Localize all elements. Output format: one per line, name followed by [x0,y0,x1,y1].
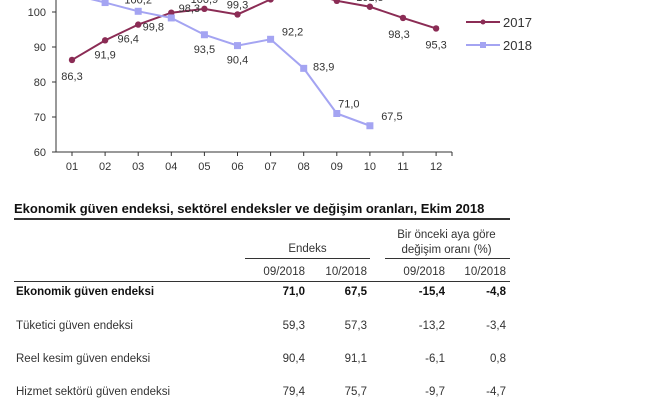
data-point-2018 [267,35,275,43]
cell-value: 59,3 [282,320,305,332]
data-point-2017 [333,0,340,4]
cell-value: -9,7 [425,386,445,398]
data-label: 100,2 [124,0,152,6]
x-tick-label: 06 [231,161,243,173]
cell-value: -3,4 [486,320,506,332]
x-tick-label: 11 [397,161,408,173]
data-label: 98,3 [179,3,200,15]
x-tick-label: 10 [364,161,376,173]
data-point-2018 [200,31,208,39]
cell-value: 90,4 [282,353,305,365]
row-label: Reel kesim güven endeksi [16,353,151,365]
data-label: 83,9 [313,61,334,73]
data-label: 90,4 [227,55,248,67]
y-tick-label: 70 [34,112,46,124]
column-header: 09/2018 [263,266,305,278]
data-label: 99,3 [227,0,248,11]
x-tick-label: 09 [331,161,343,173]
series-line-2017 [71,0,437,61]
data-label: 67,5 [381,111,402,123]
data-label: 95,3 [425,39,446,51]
cell-value: 91,1 [344,353,367,365]
series-line-2018 [90,0,371,127]
data-point-2017 [399,14,407,22]
data-point-2018 [366,122,374,130]
y-tick-label: 100 [28,7,46,19]
row-label: Hizmet sektörü güven endeksi [16,386,171,398]
data-point-2018 [234,42,241,50]
data-point-2018 [333,110,341,117]
line-chart: 60 70 80 90 100 01 02 03 04 05 06 07 08 09 10 11 12 86,3 9… [28,0,532,173]
group-header-change-2: değişim oranı (%) [401,244,492,256]
cell-value: -15,4 [418,286,445,298]
column-header: 10/2018 [464,266,506,278]
header-rule [14,281,510,282]
data-label: 101,5 [356,0,384,4]
cell-value: -13,2 [418,320,445,332]
data-label: 98,3 [388,29,409,41]
data-label: 99,8 [143,22,164,34]
group-rule [245,258,370,259]
data-point-2017 [432,25,440,32]
column-header: 10/2018 [325,266,367,278]
cell-value: 57,3 [344,320,367,332]
legend-label-2018: 2018 [503,38,532,53]
data-point-2017 [267,0,274,3]
data-label: 96,4 [117,34,138,46]
x-tick-label: 12 [430,161,442,173]
row-label: Ekonomik güven endeksi [16,286,155,298]
cell-value: -4,8 [486,286,506,298]
title-rule [14,218,510,220]
table-title: Ekonomik güven endeksi, sektörel endeksl… [14,201,485,216]
data-point-2017 [201,5,208,13]
y-tick-label: 80 [34,77,46,89]
data-point-2018 [101,0,109,7]
y-tick-label: 90 [34,42,46,54]
data-point-2017 [135,21,142,28]
data-label: 71,0 [338,99,359,111]
data-label: 93,5 [194,44,215,56]
x-tick-label: 04 [165,161,177,173]
x-tick-label: 01 [66,161,78,173]
data-label: 91,9 [94,49,115,61]
data-point-2017 [234,11,241,18]
legend-marker [480,19,486,25]
data-point-2018 [167,14,175,22]
data-point-2018 [134,7,142,15]
cell-value: 71,0 [282,286,305,298]
data-label: 92,2 [282,26,303,38]
cell-value: 67,5 [344,286,367,298]
column-header: 09/2018 [403,266,445,278]
x-tick-label: 08 [298,161,310,173]
cell-value: 79,4 [282,386,305,398]
cell-value: 0,8 [490,353,506,365]
data-label: 86,3 [61,71,82,83]
group-header-change-1: Bir önceki aya göre [397,229,496,241]
data-point-2017 [366,3,374,10]
x-tick-label: 05 [198,161,210,173]
row-label: Tüketici güven endeksi [16,320,133,332]
legend-label-2017: 2017 [503,15,532,30]
legend-marker [480,42,486,48]
data-point-2018 [300,64,308,72]
x-tick-label: 03 [132,161,144,173]
x-tick-label: 07 [264,161,276,173]
cell-value: -6,1 [425,353,445,365]
x-tick-label: 02 [99,161,111,173]
data-point-2017 [168,9,175,16]
cell-value: -4,7 [486,386,506,398]
data-point-2017 [68,56,76,64]
data-label: 100,9 [191,0,219,6]
data-point-2017 [101,37,109,44]
y-tick-label: 60 [34,147,46,159]
group-rule [385,258,510,259]
group-header-endeks: Endeks [288,243,327,255]
cell-value: 75,7 [344,386,367,398]
